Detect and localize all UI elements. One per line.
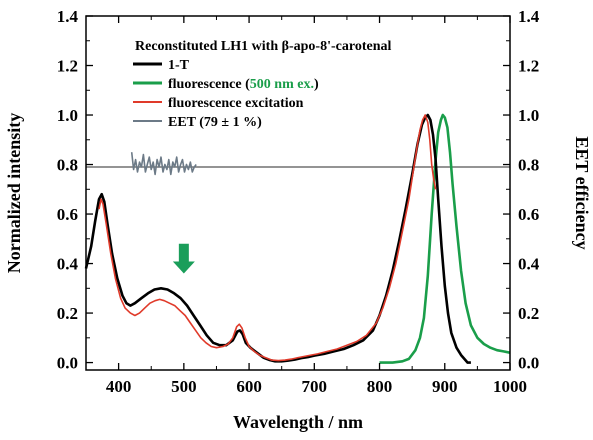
y2-axis-title: EET efficiency [572,136,592,249]
y-tick-label: 0.0 [57,354,78,373]
x-tick-label: 1000 [493,377,527,396]
y2-tick-label: 1.4 [518,7,540,26]
x-tick-label: 600 [236,377,262,396]
x-tick-label: 800 [367,377,393,396]
x-tick-label: 400 [106,377,132,396]
y2-tick-label: 0.2 [518,304,539,323]
legend-title: Reconstituted LH1 with β-apo-8'-carotena… [135,39,391,54]
y2-tick-label: 0.4 [518,255,540,274]
y-tick-label: 0.2 [57,304,78,323]
excitation-arrow-icon [172,243,195,274]
y2-tick-label: 0.8 [518,156,539,175]
y2-tick-label: 0.0 [518,354,539,373]
series-layer [84,113,511,364]
y2-tick-label: 1.0 [518,106,539,125]
y-tick-label: 0.6 [57,205,78,224]
series-line-0 [84,113,471,364]
y2-tick-label: 1.2 [518,57,539,76]
y-tick-label: 0.4 [57,255,79,274]
legend-label-2: fluorescence excitation [168,96,304,111]
x-tick-label: 900 [432,377,458,396]
plot-frame [85,15,511,371]
y-tick-label: 1.2 [57,57,78,76]
x-tick-label: 500 [171,377,197,396]
x-tick-label: 700 [302,377,328,396]
y-tick-label: 1.4 [57,7,79,26]
series-line-2 [98,114,437,362]
tick-layer: 400 500 600 700 800 900 1000 0.0 0.2 0.4 0.6 0.8 1.0… [57,7,540,396]
legend-label-3: EET (79 ± 1 %) [168,115,262,130]
legend-label-1: fluorescence (500 nm ex.) [168,77,319,92]
annotation-layer [172,243,195,274]
legend-label-0: 1-T [168,58,190,73]
series-line-3 [130,152,197,176]
y2-tick-label: 0.6 [518,205,539,224]
y-tick-label: 0.8 [57,156,78,175]
y-axis-title: Normalized intensity [4,113,24,273]
series-line-1 [379,113,511,364]
legend: Reconstituted LH1 with β-apo-8'-carotena… [133,39,391,130]
y-tick-label: 1.0 [57,106,78,125]
x-axis-title: Wavelength / nm [233,412,363,432]
